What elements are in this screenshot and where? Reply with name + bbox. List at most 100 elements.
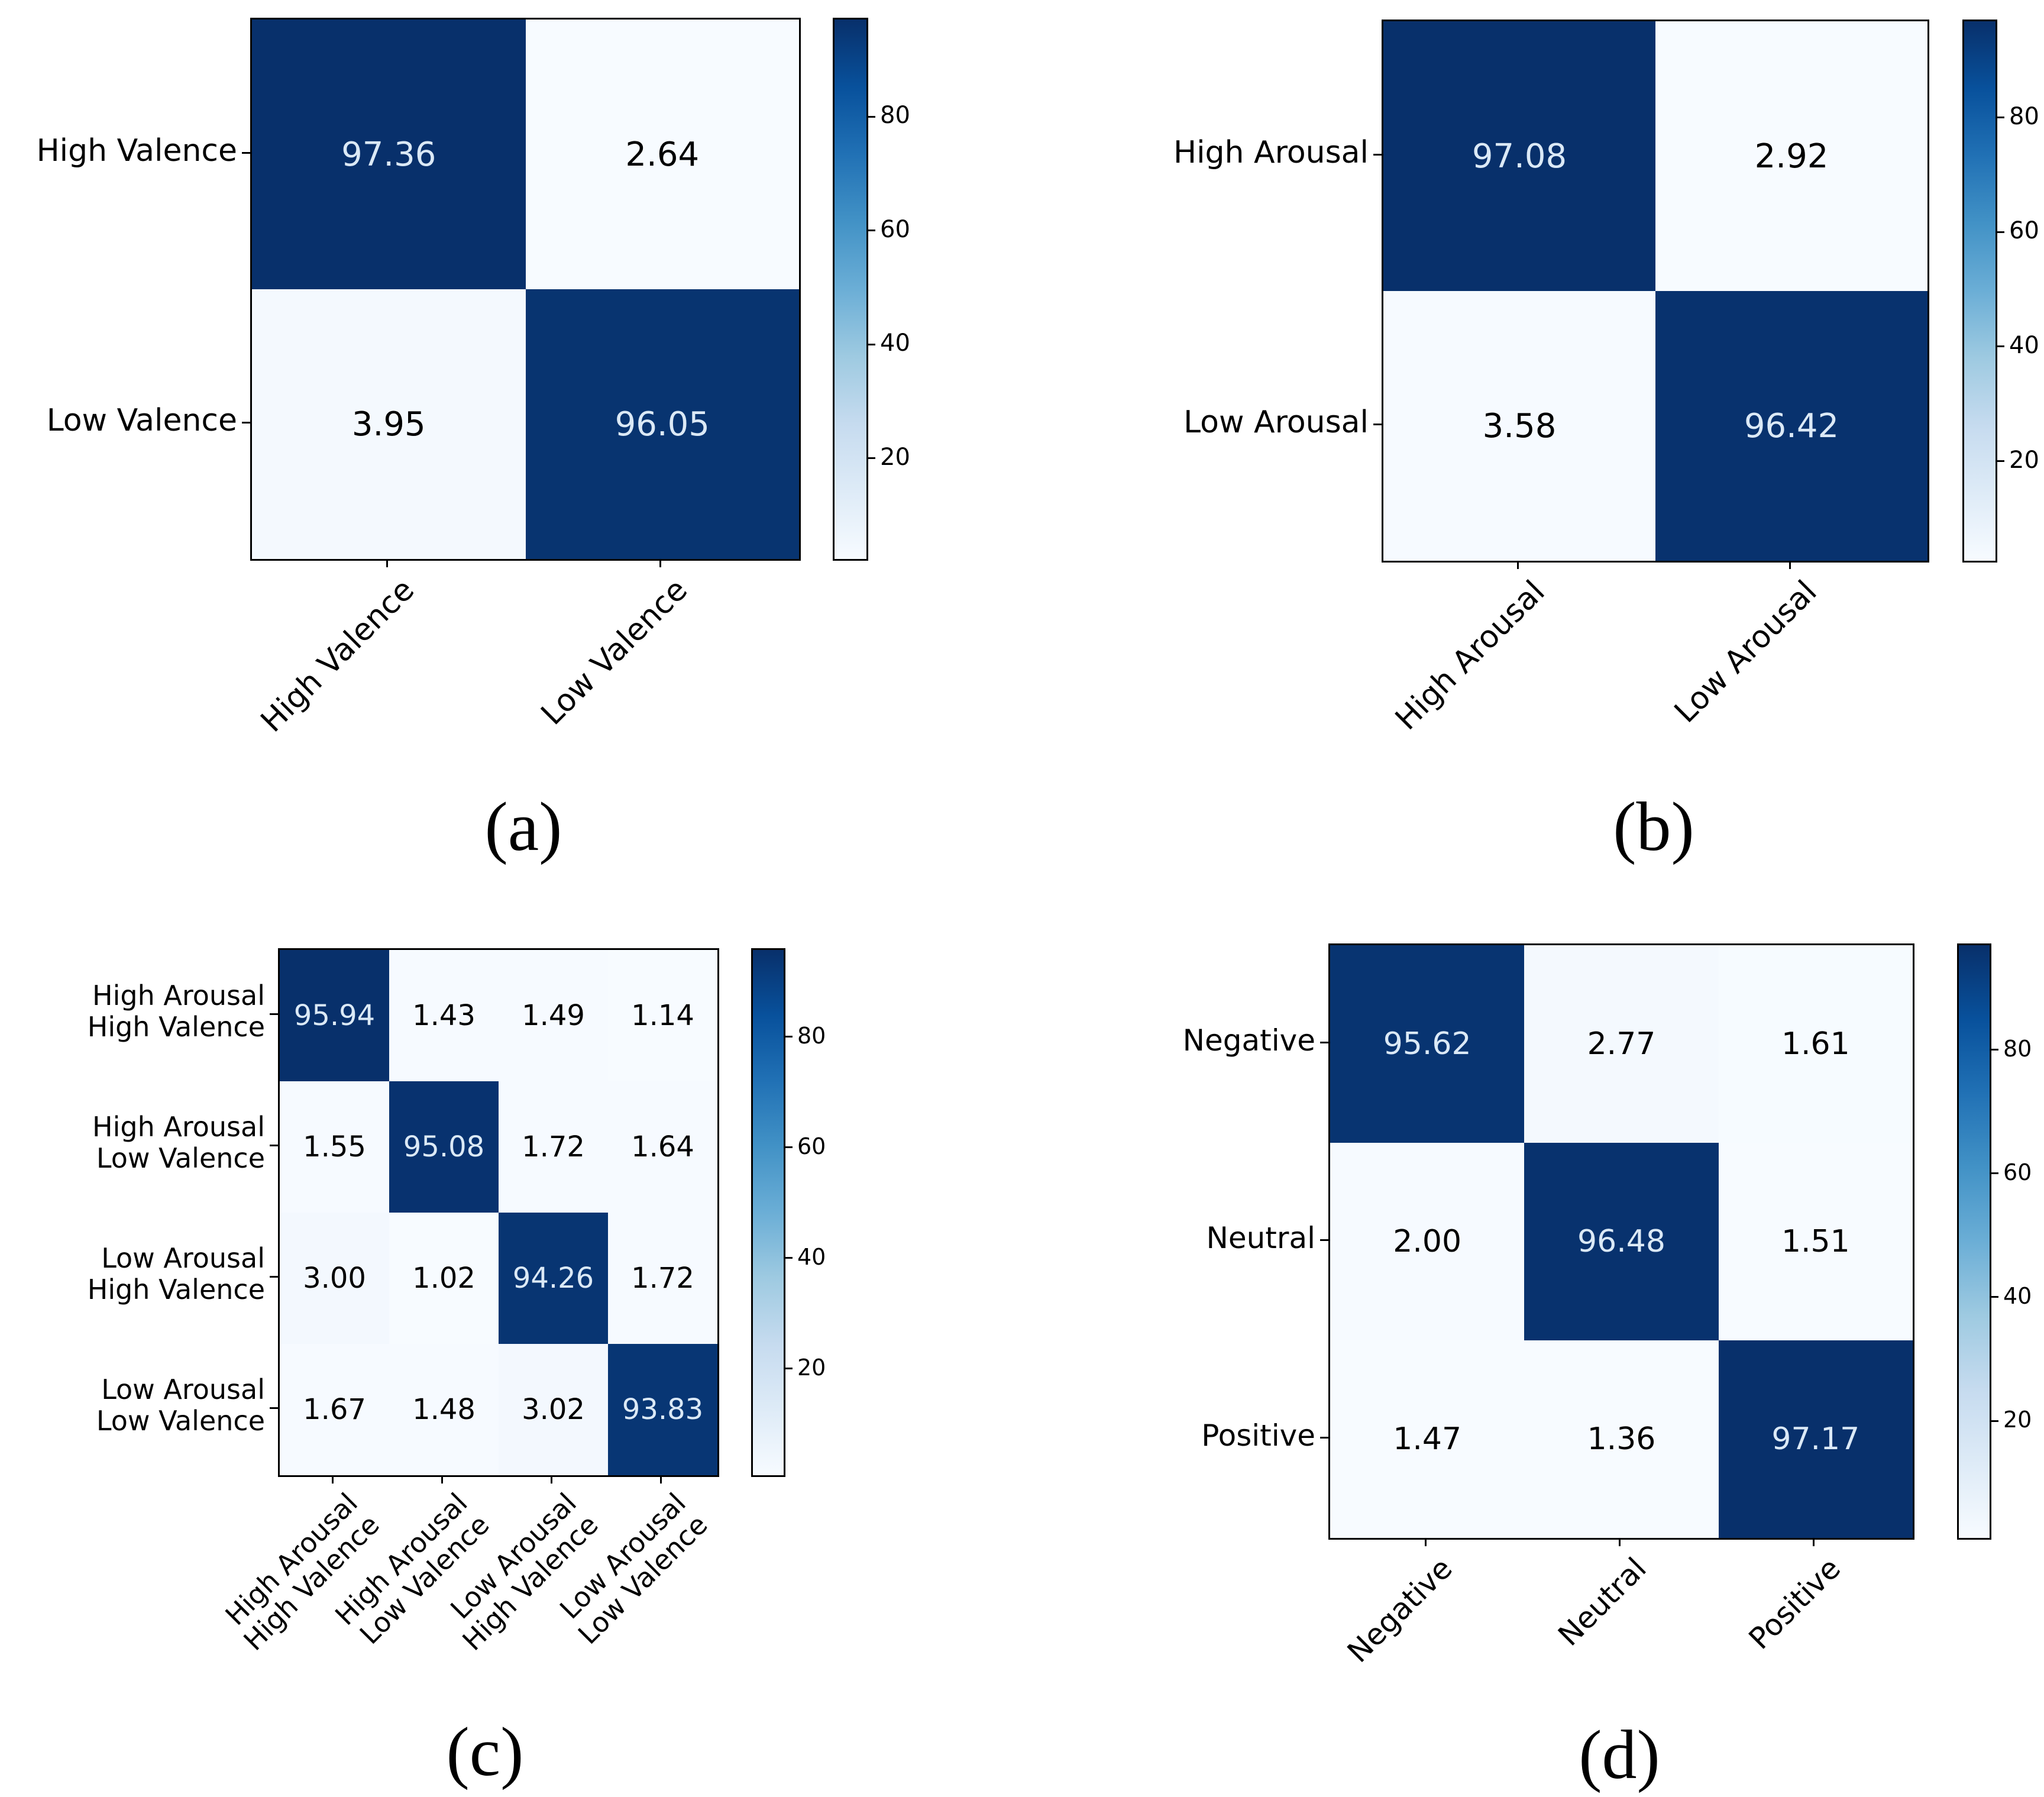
confusion-matrix-panel-b: 97.08 2.92 3.58 96.42 High Arousal Low Arousa…	[1022, 0, 2044, 899]
colorbar-tick	[785, 1256, 793, 1259]
colorbar-tick	[868, 457, 875, 460]
matrix-cell-r3c2: 3.02	[499, 1344, 608, 1475]
colorbar-tick-label: 60	[797, 1133, 826, 1159]
matrix-cell-r1c0: 1.55	[280, 1081, 389, 1213]
x-axis-tick	[1516, 561, 1519, 569]
matrix-cell-r3c0: 1.67	[280, 1344, 389, 1475]
matrix-cell-r0c0: 95.94	[280, 950, 389, 1081]
y-axis-tick	[1373, 153, 1382, 156]
x-axis-tick	[551, 1475, 552, 1484]
colorbar-tick	[1991, 1049, 1998, 1051]
x-axis-label: Neutral	[1551, 1551, 1653, 1653]
colorbar-tick-label: 80	[2009, 102, 2039, 130]
x-axis-label: Low Arousal	[1668, 574, 1824, 730]
colorbar-tick-label: 60	[2009, 217, 2039, 245]
colorbar-tick	[785, 1146, 793, 1148]
x-axis-label: Negative	[1340, 1551, 1459, 1669]
colorbar-tick-label: 40	[880, 329, 910, 357]
matrix-cell-r1c2: 1.51	[1718, 1143, 1913, 1340]
matrix-cell-r2c3: 1.72	[608, 1213, 717, 1344]
matrix-cell-r3c3: 93.83	[608, 1344, 717, 1475]
x-axis-tick	[386, 559, 388, 567]
matrix-cell-r2c2: 97.17	[1718, 1340, 1913, 1538]
matrix-cell-r1c2: 1.72	[499, 1081, 608, 1213]
x-axis-label: Low Valence	[535, 572, 695, 732]
matrix-cell-r3c1: 1.48	[389, 1344, 499, 1475]
y-axis-tick	[270, 1013, 278, 1015]
matrix-cell-r1c0: 3.58	[1383, 291, 1655, 561]
colorbar-tick	[785, 1035, 793, 1038]
colorbar-tick	[785, 1367, 793, 1369]
x-axis-tick	[660, 1475, 662, 1484]
matrix-cell-r2c0: 1.47	[1330, 1340, 1525, 1538]
colorbar-tick	[868, 343, 875, 345]
panel-caption-c: (c)	[446, 1713, 524, 1790]
colorbar-tick	[1991, 1172, 1998, 1175]
y-axis-label: Low Arousal Low Valence	[96, 1373, 265, 1437]
matrix-cell-r1c0: 3.95	[252, 289, 526, 559]
matrix-cell-r1c1: 95.08	[389, 1081, 499, 1213]
x-axis-label: High Arousal	[1388, 574, 1552, 738]
y-axis-tick	[270, 1144, 278, 1146]
x-axis-tick	[1789, 561, 1791, 569]
matrix-cell-r0c1: 2.77	[1524, 945, 1719, 1143]
colorbar-tick-label: 80	[880, 102, 910, 130]
x-axis-label: High Valence	[254, 572, 421, 739]
colorbar-tick-label: 60	[2003, 1159, 2032, 1186]
confusion-matrix-panel-d: 95.62 2.77 1.61 2.00 96.48 1.51 1.47 1.36 97.17 N…	[1022, 899, 2044, 1797]
y-axis-label: Low Arousal High Valence	[87, 1242, 265, 1305]
panel-caption-a: (a)	[484, 788, 562, 865]
colorbar-tick-label: 40	[2009, 332, 2039, 360]
colorbar-tick-label: 80	[2003, 1036, 2032, 1062]
colorbar-tick-label: 40	[797, 1243, 826, 1270]
y-axis-tick	[1373, 423, 1382, 425]
x-axis-tick	[332, 1475, 334, 1484]
colorbar	[1962, 20, 1997, 563]
colorbar-tick-label: 80	[797, 1022, 826, 1049]
matrix-cell-r2c1: 1.02	[389, 1213, 499, 1344]
matrix-cell-r2c0: 3.00	[280, 1213, 389, 1344]
x-axis-tick	[1813, 1538, 1815, 1546]
matrix-cell-r0c1: 1.43	[389, 950, 499, 1081]
y-axis-tick	[1320, 1041, 1328, 1043]
colorbar	[751, 948, 785, 1477]
matrix-cell-r1c1: 96.42	[1655, 291, 1927, 561]
colorbar-tick	[1997, 460, 2004, 463]
colorbar-tick	[1997, 231, 2004, 233]
y-axis-tick	[242, 151, 250, 154]
matrix-cell-r1c3: 1.64	[608, 1081, 717, 1213]
heatmap-matrix: 97.08 2.92 3.58 96.42	[1382, 20, 1929, 563]
panel-caption-b: (b)	[1613, 788, 1694, 865]
matrix-cell-r1c0: 2.00	[1330, 1143, 1525, 1340]
colorbar-tick-label: 20	[880, 444, 910, 471]
matrix-cell-r0c0: 95.62	[1330, 945, 1525, 1143]
x-axis-tick	[441, 1475, 443, 1484]
colorbar-tick-label: 20	[2003, 1407, 2032, 1433]
x-axis-tick	[1619, 1538, 1621, 1546]
y-axis-tick	[1320, 1239, 1328, 1241]
y-axis-tick	[270, 1407, 278, 1409]
matrix-cell-r0c0: 97.08	[1383, 21, 1655, 291]
matrix-cell-r1c1: 96.48	[1524, 1143, 1719, 1340]
matrix-cell-r1c1: 96.05	[525, 289, 799, 559]
y-axis-tick	[242, 421, 250, 424]
y-axis-tick	[1320, 1436, 1328, 1439]
matrix-cell-r0c3: 1.14	[608, 950, 717, 1081]
colorbar-tick	[1991, 1420, 1998, 1422]
y-axis-label: High Arousal High Valence	[87, 979, 265, 1043]
y-axis-tick	[270, 1275, 278, 1278]
y-axis-label: Negative	[1182, 1023, 1315, 1058]
y-axis-label: Positive	[1201, 1418, 1315, 1453]
colorbar-tick	[1991, 1296, 1998, 1298]
y-axis-label: High Arousal	[1173, 134, 1369, 170]
heatmap-matrix: 95.62 2.77 1.61 2.00 96.48 1.51 1.47 1.36 97.17	[1328, 943, 1914, 1540]
matrix-cell-r0c1: 2.64	[525, 20, 799, 289]
confusion-matrix-panel-c: 95.94 1.43 1.49 1.14 1.55 95.08 1.72 1.64 3.00 1.…	[0, 899, 1022, 1797]
heatmap-matrix: 95.94 1.43 1.49 1.14 1.55 95.08 1.72 1.64 3.00 1.…	[278, 948, 719, 1477]
matrix-cell-r2c2: 94.26	[499, 1213, 608, 1344]
colorbar-tick-label: 20	[797, 1354, 826, 1381]
x-axis-tick	[659, 559, 662, 567]
x-axis-label: Positive	[1742, 1551, 1848, 1656]
panel-caption-d: (d)	[1579, 1716, 1660, 1793]
